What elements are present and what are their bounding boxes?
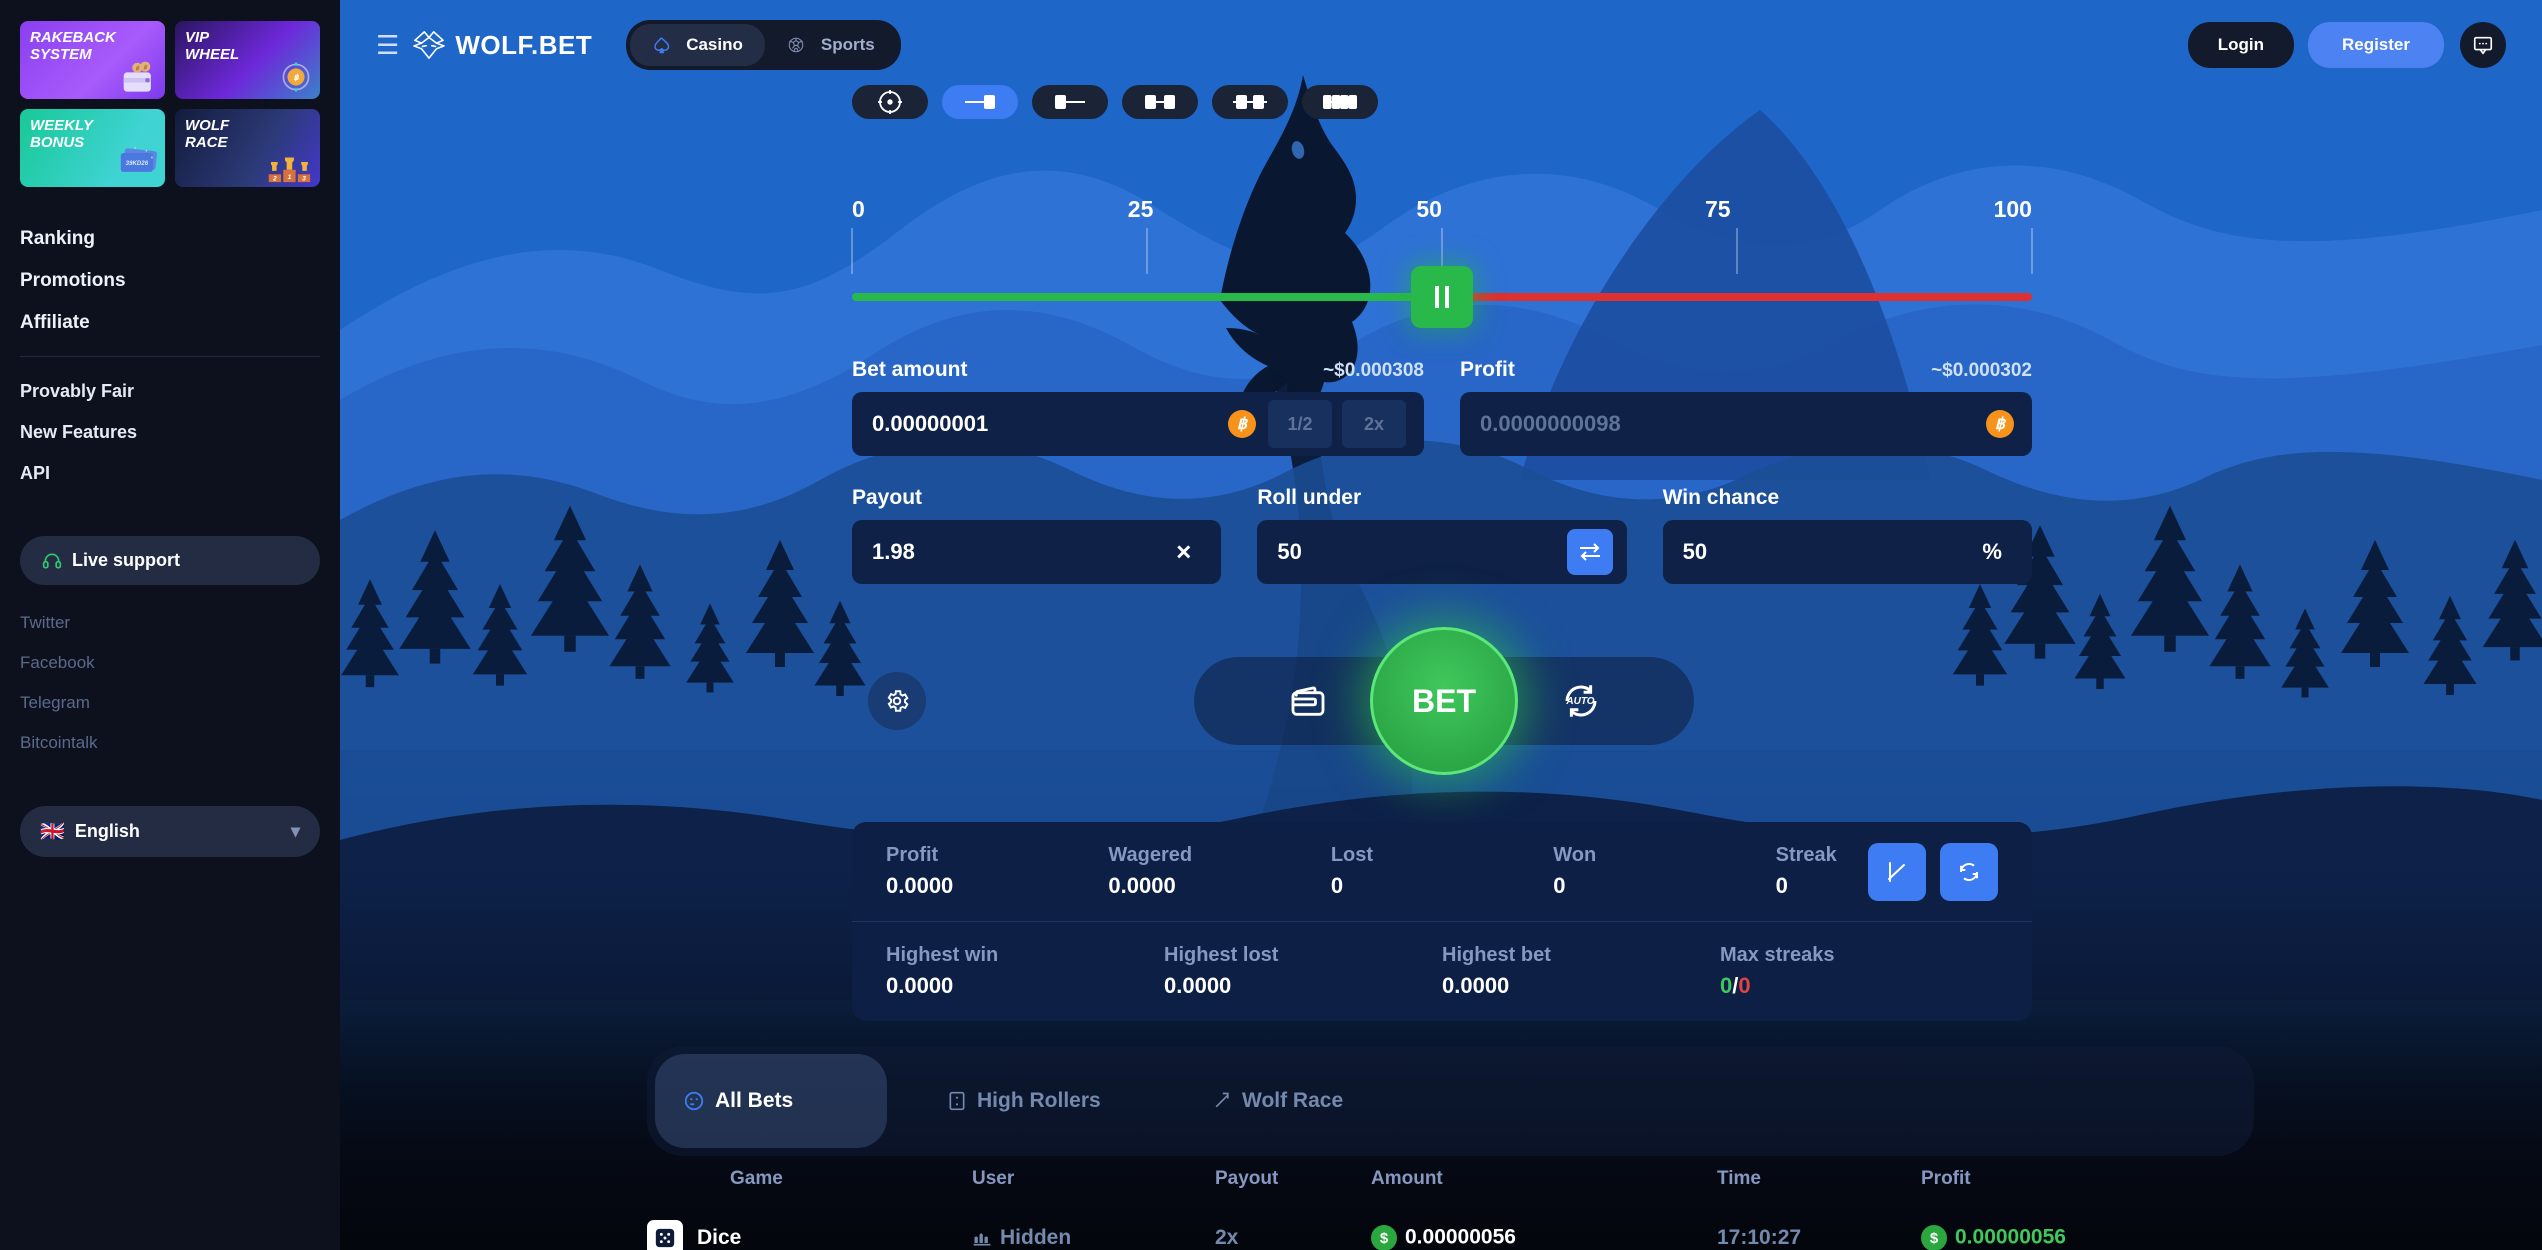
svg-text:2: 2: [272, 175, 277, 182]
svg-text:3: 3: [302, 175, 306, 182]
svg-text:1: 1: [288, 174, 292, 181]
svg-text:฿: ฿: [135, 65, 139, 72]
svg-text:฿: ฿: [143, 64, 147, 71]
svg-text:฿: ฿: [293, 73, 299, 82]
svg-text:39KD26: 39KD26: [126, 160, 149, 167]
